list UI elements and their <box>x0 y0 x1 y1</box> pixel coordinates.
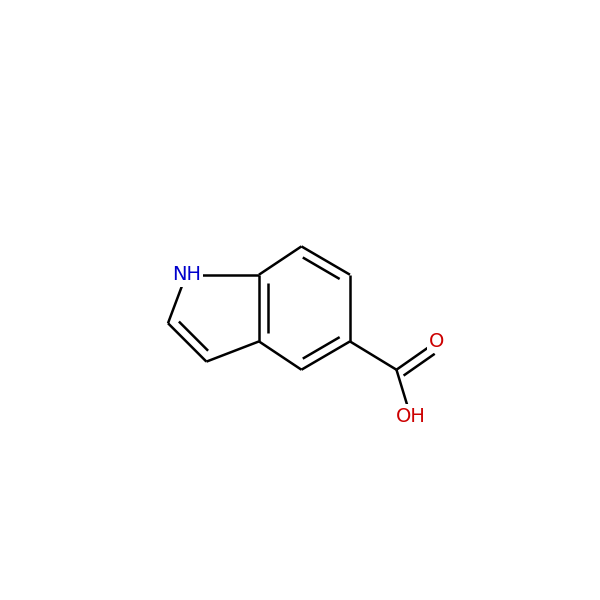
Text: NH: NH <box>172 265 200 284</box>
Text: OH: OH <box>395 407 425 426</box>
Text: O: O <box>429 332 445 351</box>
